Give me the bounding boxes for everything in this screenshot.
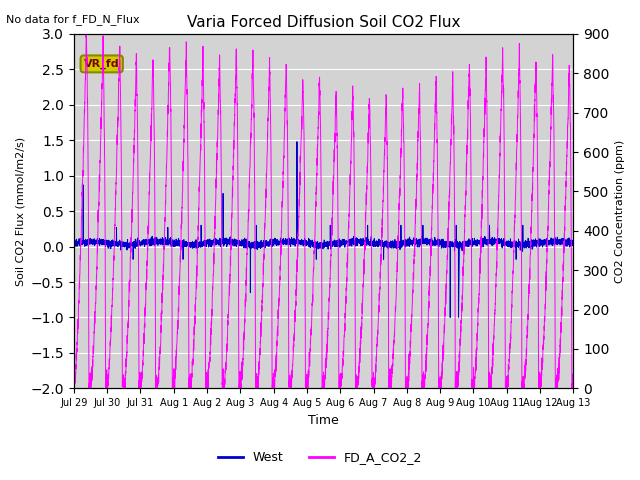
Text: VR_fd: VR_fd bbox=[84, 59, 120, 69]
Text: No data for f_FD_N_Flux: No data for f_FD_N_Flux bbox=[6, 14, 140, 25]
Legend: West, FD_A_CO2_2: West, FD_A_CO2_2 bbox=[213, 446, 427, 469]
Y-axis label: Soil CO2 Flux (mmol/m2/s): Soil CO2 Flux (mmol/m2/s) bbox=[15, 137, 25, 286]
X-axis label: Time: Time bbox=[308, 414, 339, 427]
Y-axis label: CO2 Concentration (ppm): CO2 Concentration (ppm) bbox=[615, 140, 625, 283]
Title: Varia Forced Diffusion Soil CO2 Flux: Varia Forced Diffusion Soil CO2 Flux bbox=[187, 15, 460, 30]
